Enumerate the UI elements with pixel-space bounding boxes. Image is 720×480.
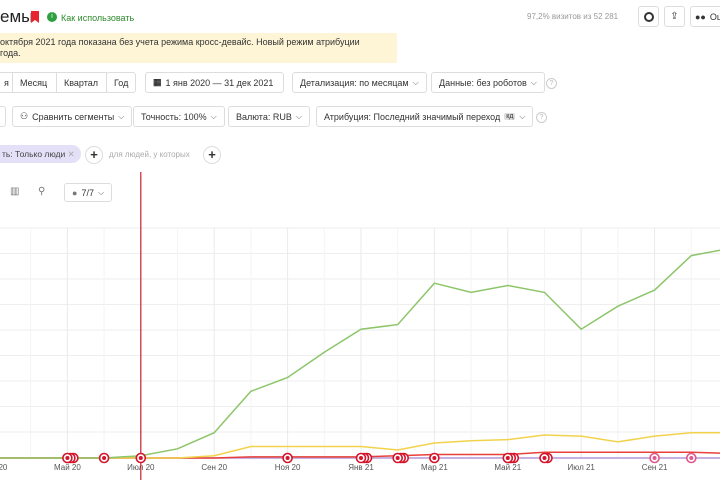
x-tick-label: Мар 20 xyxy=(0,463,8,472)
attribution-dropdown[interactable]: Атрибуция: Последний значимый переход кд ⌵ xyxy=(316,106,534,127)
annotation-marker-dot xyxy=(285,456,290,460)
history-button[interactable] xyxy=(638,6,659,27)
annotation-marker-dot xyxy=(542,456,547,460)
chevron-down-icon: ⌵ xyxy=(210,111,217,121)
annotation-marker-dot xyxy=(395,456,400,460)
detail-dropdown[interactable]: Детализация: по месяцам ⌵ xyxy=(292,72,427,93)
help-link[interactable]: Как использовать xyxy=(61,13,135,23)
add-people-condition-button[interactable]: + xyxy=(203,146,221,164)
notes-dropdown[interactable]: ● 7/7 ⌵ xyxy=(64,183,113,202)
chevron-down-icon: ⌵ xyxy=(295,111,302,121)
segment-left-button[interactable] xyxy=(0,106,6,127)
annotation-marker-dot xyxy=(689,456,694,460)
period-year-button[interactable]: Год xyxy=(106,72,136,93)
x-tick-label: Мар 21 xyxy=(421,463,448,472)
annotation-marker-dot xyxy=(102,456,107,460)
add-condition-button[interactable]: + xyxy=(85,146,103,164)
series-line xyxy=(0,249,720,459)
currency-dropdown[interactable]: Валюта: RUB ⌵ xyxy=(228,106,310,127)
annotation-marker-dot xyxy=(359,456,363,460)
people-condition-label: для людей, у которых xyxy=(109,150,190,159)
chevron-down-icon: ⌵ xyxy=(530,77,537,87)
x-tick-label: Ноя 20 xyxy=(275,463,301,472)
page-title: емы xyxy=(0,7,34,26)
compare-segments-dropdown[interactable]: ⚇ Сравнить сегменты ⌵ xyxy=(12,106,133,127)
x-tick-label: Май 20 xyxy=(54,463,81,472)
help-icon[interactable]: ? xyxy=(536,112,547,123)
segments-icon: ⚇ xyxy=(20,111,29,121)
annotation-marker-dot xyxy=(505,456,510,460)
notice-banner: октября 2021 года показана без учета реж… xyxy=(0,33,397,63)
info-icon: i xyxy=(47,12,57,22)
export-icon: ⇪ xyxy=(670,11,679,22)
annotation-marker-dot xyxy=(652,456,657,460)
data-dropdown[interactable]: Данные: без роботов ⌵ xyxy=(431,72,545,93)
x-tick-label: Янв 21 xyxy=(348,463,374,472)
map-pin-icon[interactable]: ⚲ xyxy=(38,186,46,197)
series-line xyxy=(0,431,720,459)
date-range-picker[interactable]: ▦ 1 янв 2020 — 31 дек 2021 xyxy=(145,72,284,93)
comment-icon: ● xyxy=(72,187,78,198)
share-icon: ●● xyxy=(695,11,706,22)
chevron-down-icon: ⌵ xyxy=(118,111,125,121)
columns-icon[interactable]: ▥ xyxy=(10,186,20,197)
calendar-icon: ▦ xyxy=(153,77,162,87)
accuracy-dropdown[interactable]: Точность: 100% ⌵ xyxy=(133,106,225,127)
chevron-down-icon: ⌵ xyxy=(412,77,419,87)
chevron-down-icon: ⌵ xyxy=(97,187,105,197)
annotation-marker-dot xyxy=(65,456,70,460)
chevron-down-icon: ⌵ xyxy=(519,111,526,121)
close-icon[interactable]: ✕ xyxy=(67,149,75,159)
x-tick-label: Сен 20 xyxy=(201,463,227,472)
annotation-marker-dot xyxy=(138,456,143,460)
x-tick-label: Сен 21 xyxy=(642,463,668,472)
clock-icon xyxy=(643,11,654,22)
annotation-marker-dot xyxy=(432,456,437,460)
sampling-info[interactable]: 97,2% визитов из 52 281 xyxy=(527,12,619,21)
export-button[interactable]: ⇪ xyxy=(664,6,685,27)
bookmark-icon[interactable] xyxy=(31,11,39,23)
x-tick-label: Май 21 xyxy=(494,463,521,472)
x-tick-label: Июл 21 xyxy=(568,463,596,472)
help-icon[interactable]: ? xyxy=(546,78,557,89)
share-button[interactable]: ●● Оц xyxy=(690,6,720,27)
segment-chip[interactable]: ть: Только люди ✕ xyxy=(0,145,81,163)
